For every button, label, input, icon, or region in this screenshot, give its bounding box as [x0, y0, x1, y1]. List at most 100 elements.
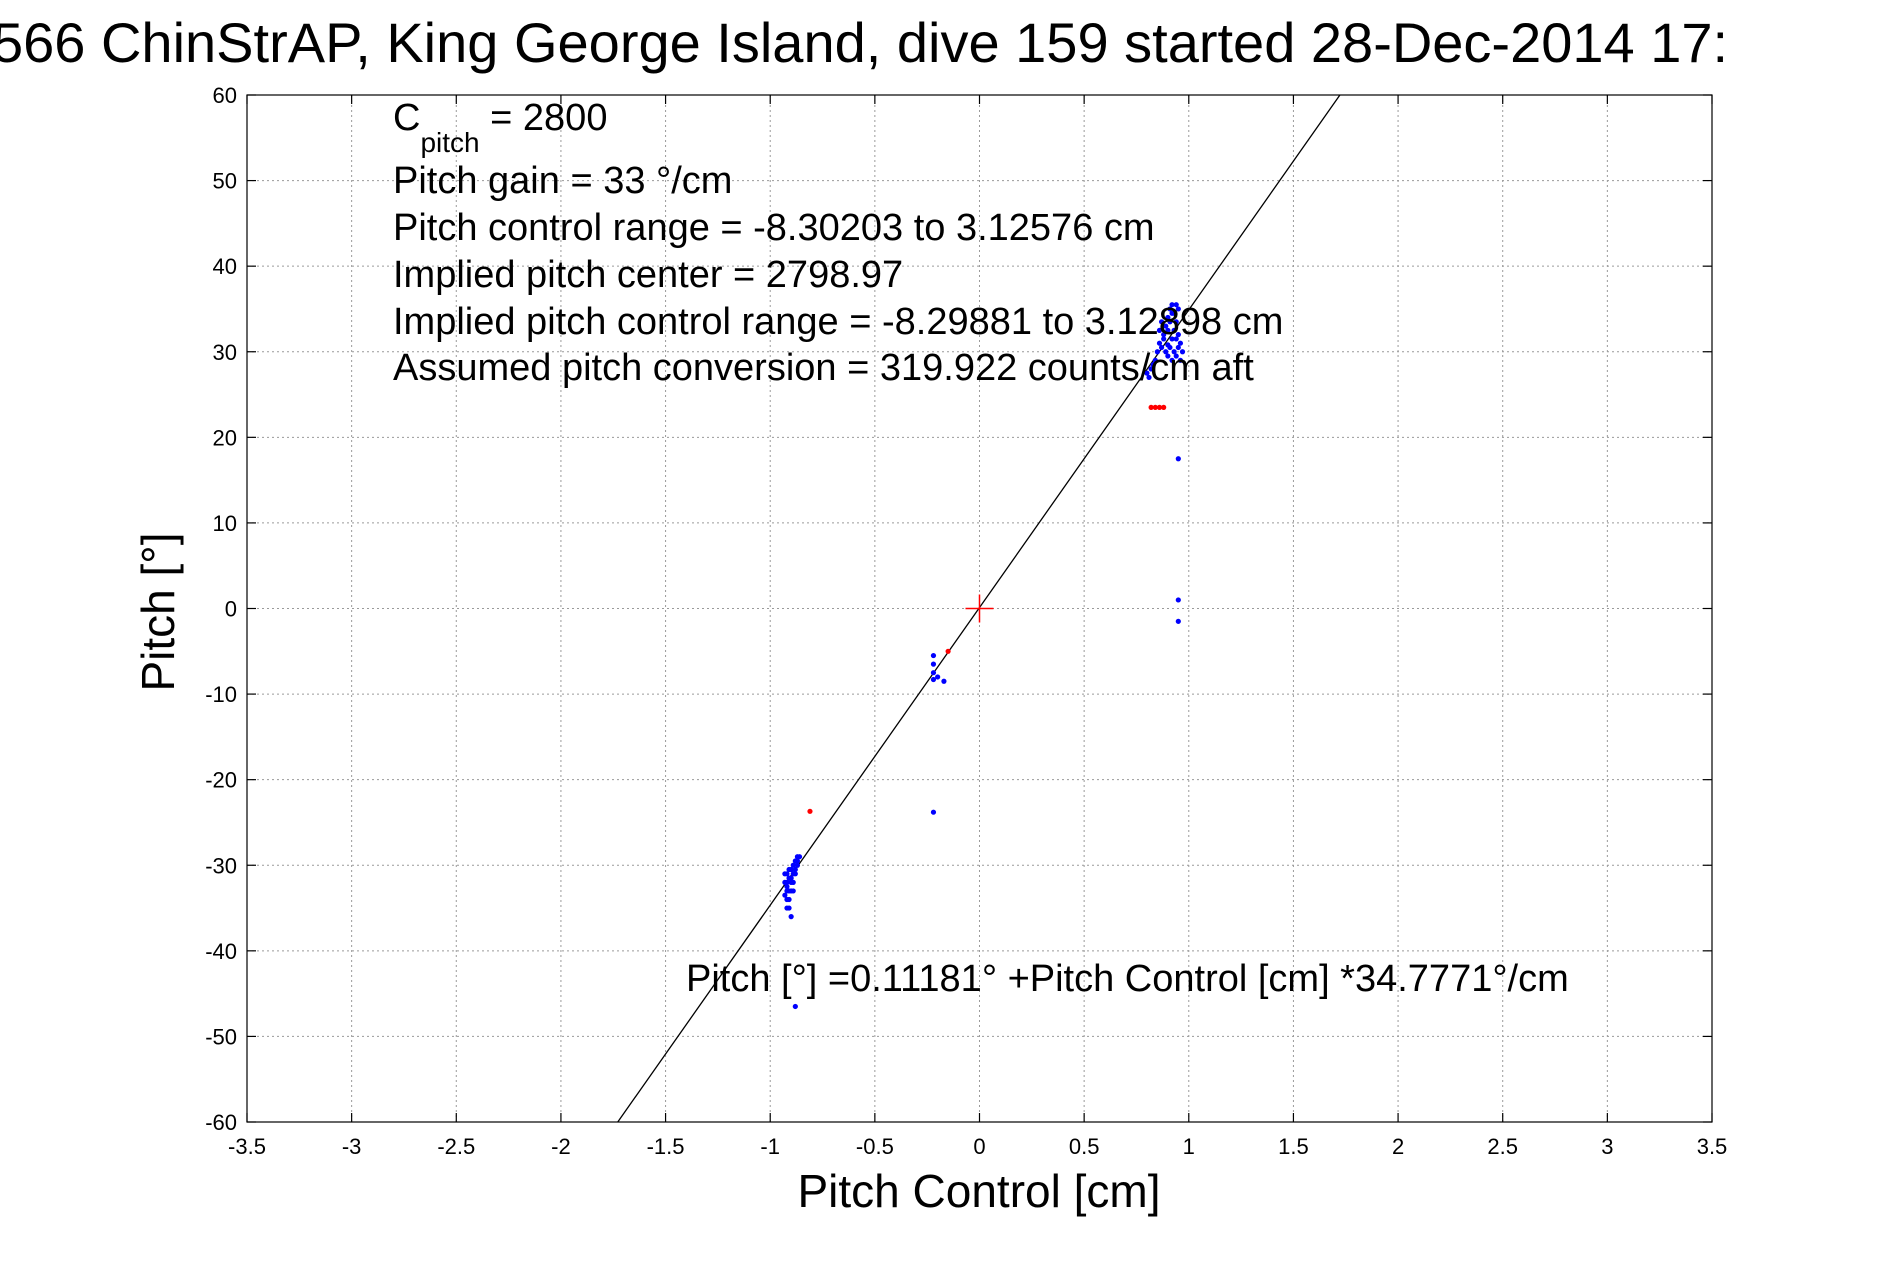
data-point	[1175, 306, 1181, 312]
plot-area: -3.5 -3 -2.5 -2 -1.5 -1 -0.5 0 0.5 1 1.5 2 2.5 3 3.5 -…	[205, 83, 1727, 1159]
y-tick-label: 0	[225, 597, 237, 622]
x-tick-label: -0.5	[856, 1134, 894, 1159]
x-tick-label: 2.5	[1487, 1134, 1518, 1159]
data-point	[1152, 357, 1158, 363]
data-point	[1169, 310, 1175, 316]
data-point	[784, 884, 790, 890]
data-point	[786, 866, 792, 873]
data-point	[1169, 357, 1175, 363]
data-point	[788, 914, 794, 920]
data-point	[1158, 319, 1165, 325]
data-point	[1146, 374, 1152, 381]
data-point	[784, 888, 790, 894]
data-point	[1161, 404, 1167, 410]
pitch-gain-annotation: Pitch gain = 33 °/cm	[393, 160, 732, 202]
c-pitch-main: C	[393, 97, 420, 139]
data-point	[1154, 349, 1160, 355]
data-point	[1165, 327, 1171, 333]
data-point	[784, 871, 790, 877]
y-tick-label: 60	[213, 83, 237, 108]
data-point	[796, 854, 803, 860]
data-point	[1173, 319, 1179, 325]
data-point	[1165, 342, 1171, 348]
x-tick-label: -3.5	[228, 1134, 266, 1159]
data-point	[945, 648, 951, 654]
data-point	[1175, 597, 1181, 603]
data-point	[1163, 323, 1169, 329]
data-point	[1171, 327, 1177, 333]
y-tick-label: -30	[205, 853, 237, 878]
y-tick-label: 10	[213, 511, 237, 536]
data-point	[792, 866, 798, 873]
data-point	[1167, 319, 1173, 325]
data-point	[1177, 340, 1184, 346]
data-point	[1148, 404, 1154, 410]
x-tick-label: 1.5	[1278, 1134, 1309, 1159]
data-point	[930, 809, 937, 815]
data-point	[1177, 357, 1184, 363]
data-point	[790, 888, 796, 894]
data-point	[1175, 456, 1181, 462]
y-tick-label: -50	[205, 1024, 237, 1049]
data-point	[930, 670, 937, 676]
data-point	[790, 862, 796, 868]
data-point	[1156, 327, 1163, 333]
c-pitch-annotation: Cpitch = 2800	[393, 97, 607, 158]
y-axis-ticks: -60 -50 -40 -30 -20 -10 0 10 20 30 40 50 60	[205, 83, 1712, 1135]
data-point	[1175, 332, 1181, 338]
y-tick-label: 50	[213, 169, 237, 194]
data-point	[794, 862, 801, 868]
data-point	[1150, 361, 1156, 368]
x-axis-label: Pitch Control [cm]	[798, 1165, 1161, 1217]
data-point	[1173, 336, 1179, 342]
data-point	[930, 676, 937, 683]
data-point	[1161, 332, 1167, 338]
data-point	[788, 875, 794, 881]
c-pitch-subscript: pitch	[420, 127, 479, 158]
data-point	[792, 1003, 798, 1010]
data-point	[1175, 344, 1181, 351]
x-tick-label: 0	[973, 1134, 985, 1159]
data-point	[786, 896, 792, 903]
data-point	[784, 905, 790, 911]
x-tick-label: 2	[1392, 1134, 1404, 1159]
x-tick-label: -1	[760, 1134, 780, 1159]
x-tick-label: 3	[1601, 1134, 1613, 1159]
data-point	[782, 879, 788, 885]
x-tick-label: 0.5	[1069, 1134, 1100, 1159]
x-tick-label: -2	[551, 1134, 571, 1159]
excluded-points	[807, 404, 1167, 814]
data-point	[792, 871, 798, 877]
chart-title: 566 ChinStrAP, King George Island, dive …	[0, 11, 1728, 74]
data-point	[1165, 314, 1171, 321]
data-point	[930, 661, 937, 667]
data-point	[1179, 349, 1186, 355]
data-point	[1169, 302, 1175, 308]
x-tick-label: 1	[1183, 1134, 1195, 1159]
data-marks	[617, 94, 1341, 1123]
data-point	[1169, 336, 1175, 342]
data-point	[1171, 349, 1177, 355]
data-point	[1158, 344, 1165, 351]
data-point	[807, 808, 813, 814]
x-tick-label: -1.5	[647, 1134, 685, 1159]
data-point	[941, 678, 947, 684]
data-point	[935, 674, 941, 680]
data-point	[794, 858, 801, 864]
fit-equation-annotation: Pitch [°] =0.11181° +Pitch Control [cm] …	[686, 958, 1569, 1000]
data-point	[1173, 302, 1179, 308]
data-point	[790, 879, 796, 885]
y-tick-label: -40	[205, 939, 237, 964]
data-point	[1161, 336, 1167, 342]
control-range-annotation: Pitch control range = -8.30203 to 3.1257…	[393, 207, 1155, 249]
y-tick-label: 30	[213, 340, 237, 365]
conversion-annotation: Assumed pitch conversion = 319.922 count…	[393, 347, 1254, 389]
data-point	[930, 652, 937, 659]
center-marker	[965, 594, 994, 623]
y-tick-label: -60	[205, 1110, 237, 1135]
implied-range-annotation: Implied pitch control range = -8.29881 t…	[393, 301, 1283, 343]
data-point	[1156, 340, 1163, 346]
y-tick-label: 40	[213, 254, 237, 279]
y-tick-label: 20	[213, 425, 237, 450]
